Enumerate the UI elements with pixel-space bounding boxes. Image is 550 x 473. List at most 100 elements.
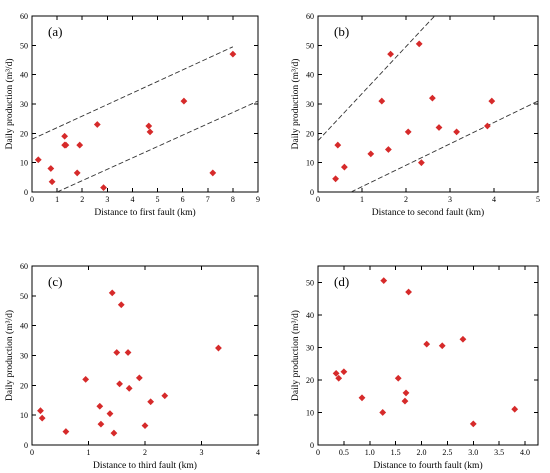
x-tick-label: 4 <box>256 448 260 457</box>
trend-line <box>32 46 234 140</box>
y-tick-label: 10 <box>20 411 28 420</box>
data-point <box>93 121 101 128</box>
y-tick-label: 60 <box>20 262 28 271</box>
x-tick-label: 3 <box>105 195 109 204</box>
data-point <box>82 375 90 383</box>
trend-lines <box>32 46 258 192</box>
plot-frame <box>31 265 259 446</box>
y-axis-label: Daily production (m³/d) <box>290 59 301 150</box>
x-tick-label: 4 <box>492 195 496 204</box>
data-point <box>135 374 143 382</box>
data-point <box>61 132 69 140</box>
x-tick-label: 2.0 <box>417 448 427 457</box>
data-point <box>438 342 446 350</box>
data-point <box>113 349 121 356</box>
y-axis-label: Daily production (m³/d) <box>4 59 15 150</box>
x-tick-label: 1 <box>87 448 91 457</box>
x-tick-label: 2 <box>80 195 84 204</box>
data-point <box>73 169 81 177</box>
data-point <box>340 368 348 376</box>
x-tick-label: 2 <box>143 448 147 457</box>
trend-line <box>318 16 435 141</box>
data-point <box>418 159 425 167</box>
data-point <box>378 97 386 105</box>
data-point <box>469 420 477 428</box>
y-tick-label: 60 <box>20 12 28 21</box>
data-point <box>341 163 348 171</box>
data-point <box>488 97 496 105</box>
data-point <box>180 97 188 105</box>
y-tick-label: 0 <box>24 188 28 197</box>
y-tick-label: 40 <box>20 322 28 331</box>
x-tick-label: 5 <box>536 195 540 204</box>
data-point <box>453 128 460 136</box>
plot-frame <box>31 15 259 193</box>
y-tick-label: 50 <box>306 41 314 50</box>
y-tick-label: 40 <box>20 71 28 80</box>
data-point <box>387 50 394 58</box>
data-point <box>37 407 44 415</box>
data-point <box>358 394 366 402</box>
x-tick-label: 5 <box>156 195 160 204</box>
y-axis-label: Daily production (m³/d) <box>4 310 15 401</box>
x-tick-label: 2.5 <box>442 448 452 457</box>
chart-panel-1: 0 1 2 3 4 5 6 7 8 9 0 10 20 30 40 50 60 (a) Distance to fi… <box>4 12 260 218</box>
y-tick-label: 10 <box>20 159 28 168</box>
x-axis-label: Distance to third fault (km) <box>93 460 197 471</box>
y-tick-label: 30 <box>306 100 314 109</box>
x-tick-label: 0 <box>316 448 320 457</box>
y-tick-label: 30 <box>306 343 314 352</box>
data-point <box>332 175 339 183</box>
plot-frame <box>317 265 539 446</box>
data-points <box>332 40 496 183</box>
trend-line <box>350 100 538 192</box>
data-point <box>459 335 467 343</box>
data-point <box>334 141 342 149</box>
data-point <box>484 122 491 130</box>
data-point <box>34 156 42 164</box>
x-tick-label: 0.5 <box>339 448 349 457</box>
x-tick-label: 6 <box>181 195 185 204</box>
data-point <box>48 178 56 186</box>
panel-label: (b) <box>334 24 349 39</box>
data-point <box>96 402 104 410</box>
y-tick-label: 0 <box>310 441 314 450</box>
x-tick-label: 1.5 <box>391 448 401 457</box>
x-tick-label: 4 <box>130 195 134 204</box>
x-tick-label: 3.5 <box>494 448 504 457</box>
data-point <box>423 340 431 348</box>
data-points <box>37 289 222 437</box>
data-point <box>335 374 343 382</box>
y-tick-label: 20 <box>20 129 28 138</box>
y-tick-label: 0 <box>24 441 28 450</box>
x-axis-label: Distance to fourth fault (km) <box>373 460 482 471</box>
y-tick-label: 0 <box>310 188 314 197</box>
data-point <box>435 124 443 131</box>
data-point <box>161 392 169 400</box>
x-tick-label: 3 <box>448 195 452 204</box>
x-tick-label: 4.0 <box>520 448 530 457</box>
y-tick-label: 10 <box>306 159 314 168</box>
y-tick-label: 20 <box>20 381 28 390</box>
data-point <box>209 169 217 177</box>
data-point <box>379 409 387 416</box>
x-tick-label: 2 <box>404 195 408 204</box>
y-tick-label: 10 <box>306 408 314 417</box>
data-point <box>145 122 153 130</box>
data-point <box>116 380 123 388</box>
x-tick-label: 9 <box>256 195 260 204</box>
y-axis-label: Daily production (m³/d) <box>290 310 301 401</box>
data-point <box>405 288 412 296</box>
x-tick-label: 0 <box>30 195 34 204</box>
data-point <box>47 165 55 172</box>
data-point <box>108 289 116 297</box>
data-point <box>38 414 46 422</box>
data-point <box>117 301 125 309</box>
trend-lines <box>318 16 538 192</box>
data-point <box>401 397 409 405</box>
y-tick-label: 20 <box>306 376 314 385</box>
x-tick-label: 1.0 <box>365 448 375 457</box>
data-point <box>404 128 412 136</box>
